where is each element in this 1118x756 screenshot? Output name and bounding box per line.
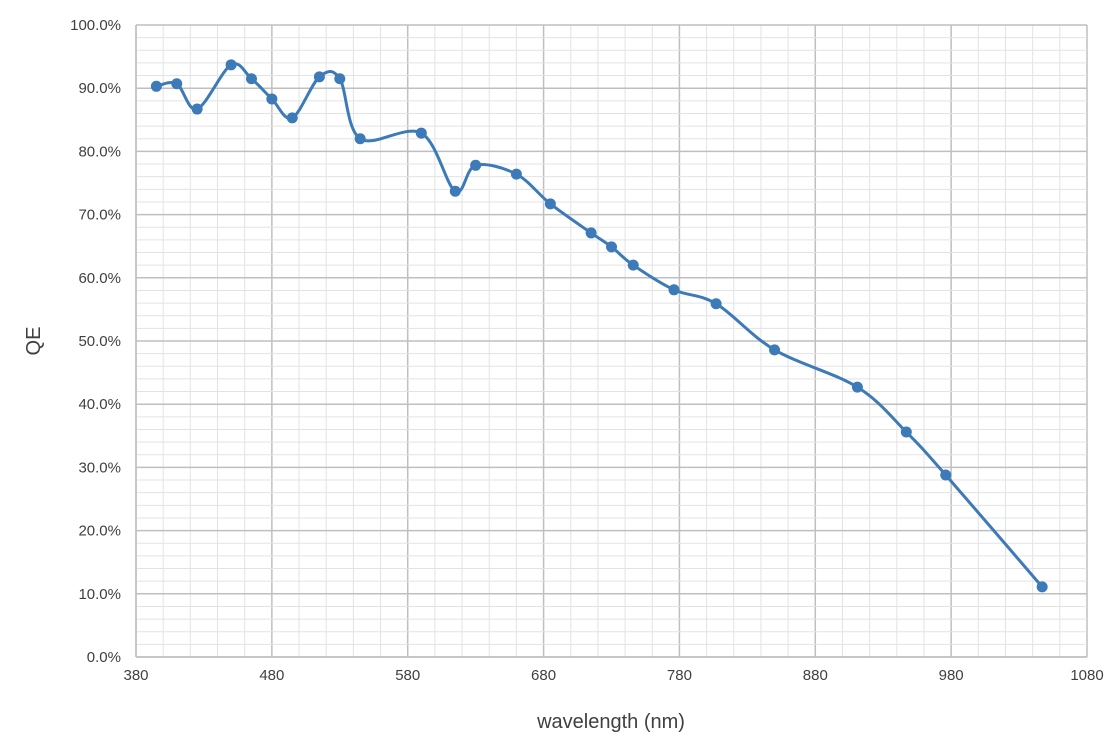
y-tick-label: 60.0%	[78, 270, 121, 287]
data-point	[769, 344, 781, 356]
data-point	[710, 298, 722, 310]
y-tick-label: 0.0%	[87, 649, 121, 666]
data-point	[191, 103, 203, 115]
data-point	[354, 133, 366, 145]
x-tick-label: 380	[123, 667, 148, 684]
data-point	[668, 284, 680, 296]
x-tick-label: 580	[395, 667, 420, 684]
data-point	[286, 112, 298, 124]
data-point	[313, 71, 325, 83]
x-tick-label: 780	[667, 667, 692, 684]
y-axis-label: QE	[23, 327, 45, 356]
x-tick-label: 980	[939, 667, 964, 684]
data-point	[415, 127, 427, 139]
y-tick-label: 40.0%	[78, 396, 121, 413]
y-tick-label: 70.0%	[78, 207, 121, 224]
series-line	[156, 62, 1044, 588]
y-tick-label: 30.0%	[78, 459, 121, 476]
y-tick-label: 10.0%	[78, 586, 121, 603]
x-tick-label: 480	[259, 667, 284, 684]
x-axis-label: wavelength (nm)	[536, 711, 685, 733]
y-tick-label: 20.0%	[78, 523, 121, 540]
data-point	[470, 159, 482, 171]
grid	[135, 24, 1088, 658]
data-point	[585, 227, 597, 239]
x-tick-label: 880	[803, 667, 828, 684]
data-point	[171, 78, 183, 90]
data-point	[225, 59, 237, 71]
x-tick-label: 1080	[1070, 667, 1103, 684]
data-point	[627, 259, 639, 271]
data-point	[1036, 581, 1048, 593]
y-tick-label: 100.0%	[70, 17, 121, 34]
y-tick-label: 50.0%	[78, 333, 121, 350]
axis-ticks: 380 480 580 680 780 880 980 1080 0.0% 10.0% 20.0% 3…	[70, 17, 1104, 684]
data-point	[150, 80, 162, 92]
y-tick-label: 80.0%	[78, 143, 121, 160]
data-point	[544, 198, 556, 210]
data-point	[606, 241, 617, 253]
data-point	[940, 469, 952, 481]
data-point	[510, 168, 522, 180]
data-point	[266, 93, 278, 105]
x-tick-label: 680	[531, 667, 556, 684]
data-point	[900, 426, 912, 438]
data-point	[851, 381, 863, 393]
y-tick-label: 90.0%	[78, 80, 121, 97]
data-point	[449, 185, 461, 197]
plot-area	[150, 59, 1048, 593]
data-point	[334, 73, 346, 85]
data-point	[245, 73, 257, 85]
